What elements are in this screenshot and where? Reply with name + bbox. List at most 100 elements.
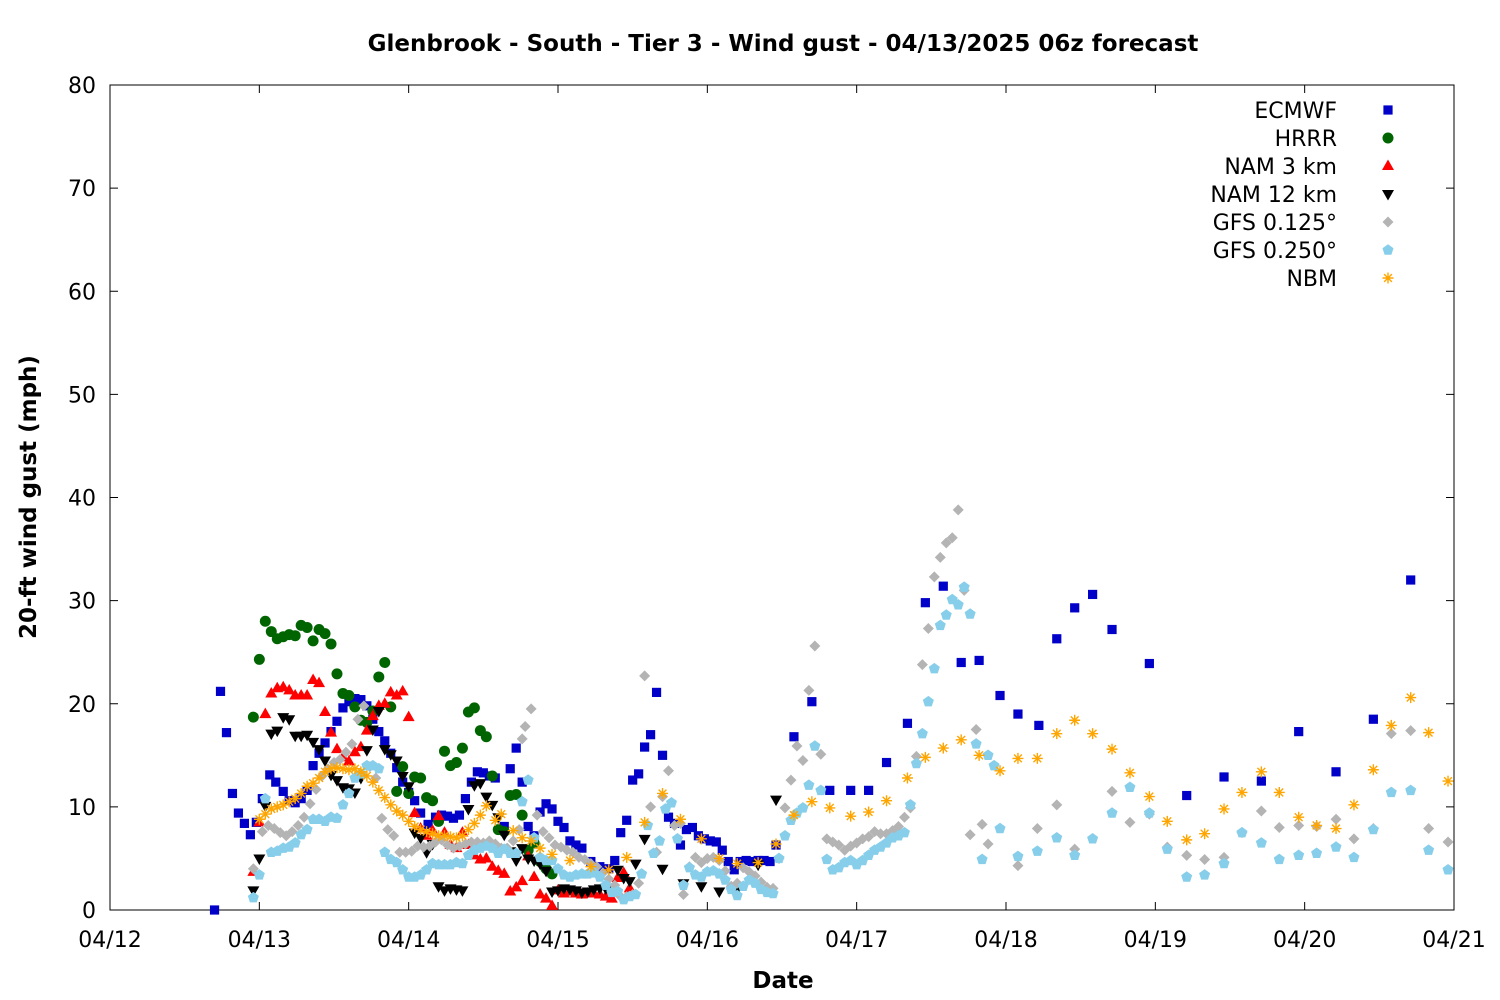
data-point <box>1106 807 1118 818</box>
data-point <box>1255 805 1267 817</box>
data-point <box>374 726 384 737</box>
data-point <box>610 855 620 866</box>
data-point <box>970 724 982 736</box>
data-point <box>729 865 739 875</box>
data-point <box>215 686 226 696</box>
data-point <box>239 818 249 828</box>
data-point <box>785 774 797 786</box>
data-point <box>1331 767 1341 777</box>
data-point <box>343 787 355 799</box>
data-point <box>749 877 761 888</box>
data-point <box>330 776 343 787</box>
data-point <box>432 809 445 821</box>
data-point <box>1405 784 1417 796</box>
data-point <box>713 852 725 864</box>
data-point <box>1181 849 1193 861</box>
data-point <box>1385 719 1397 731</box>
data-point <box>731 889 743 901</box>
data-point <box>439 745 451 757</box>
data-point <box>378 697 391 708</box>
data-point <box>253 813 265 825</box>
data-point <box>442 811 453 821</box>
data-point <box>307 635 319 647</box>
data-point <box>1161 843 1173 854</box>
data-point <box>541 799 551 809</box>
x-tick-label: 04/19 <box>1124 928 1187 953</box>
data-point <box>752 857 764 869</box>
data-point <box>427 795 439 807</box>
data-point <box>1330 823 1342 835</box>
data-point <box>1218 803 1230 815</box>
data-point <box>1219 772 1229 782</box>
data-point <box>639 816 651 828</box>
data-point <box>396 771 409 783</box>
data-point <box>821 853 833 865</box>
data-point <box>535 807 545 817</box>
data-point <box>622 815 632 825</box>
data-point <box>982 838 994 850</box>
data-point <box>1236 826 1248 838</box>
data-point <box>253 869 265 880</box>
data-point <box>385 799 397 811</box>
data-point <box>910 750 922 762</box>
data-point <box>292 819 304 831</box>
data-point <box>553 816 563 826</box>
x-tick-label: 04/14 <box>377 928 440 953</box>
data-point <box>1031 845 1043 856</box>
data-point <box>480 851 493 863</box>
data-point <box>1385 728 1397 740</box>
data-point <box>256 826 268 838</box>
data-point <box>663 765 675 777</box>
legend-marker <box>1382 216 1394 228</box>
data-point <box>952 504 964 516</box>
legend: ECMWF HRRR NAM 3 km NAM 12 km GFS 0.125° GFS … <box>1210 99 1394 292</box>
data-point <box>247 891 259 903</box>
data-point <box>1106 743 1118 755</box>
y-tick-label: 50 <box>68 383 96 408</box>
data-point <box>1236 786 1248 798</box>
data-point <box>247 886 260 897</box>
data-point <box>656 864 669 876</box>
data-point <box>717 845 727 855</box>
data-point <box>259 707 272 719</box>
data-point <box>382 824 394 836</box>
data-point <box>934 619 946 631</box>
data-point <box>1273 822 1285 833</box>
data-point <box>259 615 271 627</box>
data-point <box>1423 844 1435 855</box>
data-point <box>498 830 511 842</box>
data-point <box>403 815 415 827</box>
data-point <box>525 835 537 847</box>
data-point <box>408 828 421 840</box>
data-point <box>511 743 521 753</box>
data-point <box>1069 849 1081 861</box>
data-point <box>577 843 587 853</box>
data-point <box>456 886 469 897</box>
data-point <box>585 861 597 873</box>
data-point <box>307 737 320 749</box>
data-point <box>705 836 715 846</box>
data-point <box>540 892 553 903</box>
data-point <box>245 830 255 840</box>
data-point <box>307 673 320 685</box>
x-tick-label: 04/20 <box>1273 928 1336 953</box>
data-point <box>1405 725 1417 737</box>
data-point <box>731 858 743 870</box>
y-axis-label: 20-ft wind gust (mph) <box>16 355 42 639</box>
data-point <box>462 804 475 816</box>
data-point <box>474 809 486 821</box>
data-point <box>725 883 737 895</box>
data-point <box>767 887 779 899</box>
data-point <box>937 742 949 754</box>
data-point <box>320 738 330 748</box>
data-point <box>313 745 326 756</box>
data-point <box>612 885 624 897</box>
data-point <box>468 702 480 714</box>
data-point <box>916 727 928 739</box>
data-point <box>779 829 791 841</box>
data-point <box>528 870 541 881</box>
data-point <box>1218 857 1230 869</box>
data-point <box>372 706 385 718</box>
data-point <box>711 837 721 847</box>
data-point <box>510 789 522 800</box>
